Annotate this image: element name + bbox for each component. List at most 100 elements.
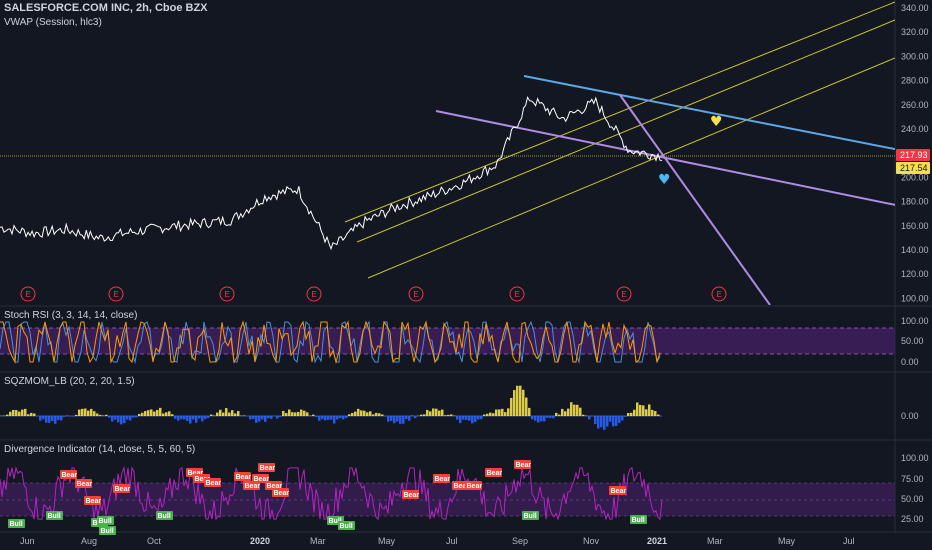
sqz-bar [459, 416, 462, 424]
sqz-bar [201, 416, 204, 422]
bear-label[interactable] [485, 468, 502, 477]
bear-label[interactable] [234, 472, 251, 481]
sqz-bar [654, 411, 657, 416]
sqz-bar [105, 414, 108, 416]
bear-label[interactable] [60, 470, 77, 479]
earnings-icon[interactable] [509, 286, 525, 302]
bull-label[interactable] [522, 511, 539, 520]
sqz-bar [123, 416, 126, 424]
sqz-bar [588, 416, 591, 420]
sqz-bar [435, 408, 438, 416]
bull-label[interactable] [46, 511, 63, 520]
price-axis-label: 280.00 [901, 76, 929, 86]
bear-label-text: Bear [487, 470, 503, 477]
bear-label[interactable] [84, 496, 101, 505]
sqz-bar [141, 412, 144, 416]
sqz-bar [339, 416, 342, 419]
sqzmom-title[interactable]: SQZMOM_LB (20, 2, 20, 1.5) [4, 376, 135, 387]
bear-label[interactable] [514, 460, 531, 469]
sqz-bar [63, 416, 66, 417]
sqz-bar [543, 416, 546, 422]
purple-trend-line[interactable] [435, 110, 925, 211]
sqz-bar [192, 416, 195, 420]
bear-label[interactable] [252, 474, 269, 483]
sqz-bar [465, 416, 468, 420]
bear-label[interactable] [465, 481, 482, 490]
bear-label[interactable] [402, 490, 419, 499]
symbol-title[interactable]: SALESFORCE.COM INC, 2h, Cboe BZX [4, 2, 208, 14]
bear-label[interactable] [272, 488, 289, 497]
squeeze-momentum-pane[interactable]: SQZMOM_LB (20, 2, 20, 1.5) 0.00 [0, 376, 919, 430]
earnings-icon[interactable] [219, 286, 235, 302]
bear-label-text: Bear [404, 492, 420, 499]
sqz-bar [477, 416, 480, 420]
channel-line-top[interactable] [344, 1, 895, 223]
earnings-icon[interactable] [20, 286, 36, 302]
bear-label[interactable] [243, 481, 260, 490]
channel-line-bottom[interactable] [367, 57, 895, 279]
divergence-labels[interactable]: BearBearBearBearBearBearBearBearBearBear… [8, 460, 647, 535]
sqz-bar [180, 416, 183, 420]
sqz-bar [396, 416, 399, 422]
bear-label[interactable] [609, 486, 626, 495]
sqz-bar [204, 416, 207, 420]
sqz-bar [444, 415, 447, 416]
sqz-bar [255, 416, 258, 423]
bull-label[interactable] [99, 526, 116, 535]
sqz-bar [138, 413, 141, 416]
bear-label-text: Bear [611, 488, 627, 495]
earnings-icon[interactable] [306, 286, 322, 302]
price-line[interactable] [0, 95, 663, 251]
sqz-bar [129, 416, 132, 421]
earnings-icon[interactable] [108, 286, 124, 302]
bull-label-text: Bull [101, 528, 114, 535]
sqz-bar [336, 416, 339, 420]
bear-label[interactable] [258, 463, 275, 472]
earnings-label: E [622, 290, 627, 299]
time-axis-label: 2021 [647, 536, 667, 546]
sqz-bar [540, 416, 543, 422]
earnings-icon[interactable] [616, 286, 632, 302]
vwap-indicator-title[interactable]: VWAP (Session, hlc3) [4, 17, 102, 28]
bear-label[interactable] [75, 479, 92, 488]
sqz-histogram[interactable] [0, 385, 663, 430]
sqz-bar [207, 416, 210, 418]
sqz-bar [342, 416, 345, 420]
divergence-title[interactable]: Divergence Indicator (14, close, 5, 5, 6… [4, 444, 195, 455]
bear-label[interactable] [204, 478, 221, 487]
stoch-rsi-title[interactable]: Stoch RSI (3, 3, 14, 14, close) [4, 310, 137, 321]
sqz-bar [426, 409, 429, 416]
bear-label[interactable] [265, 481, 282, 490]
sqz-bar [60, 416, 63, 421]
heart-yellow-icon[interactable]: ♥ [710, 114, 723, 130]
price-axis-label: 180.00 [901, 197, 929, 207]
earnings-label: E [717, 290, 722, 299]
sqz-bar [552, 416, 555, 419]
bear-label[interactable] [452, 481, 469, 490]
bull-label[interactable] [97, 516, 114, 525]
earnings-icon[interactable] [408, 286, 424, 302]
sqz-bar [225, 408, 228, 416]
sqz-bar [456, 416, 459, 420]
bull-label[interactable] [630, 515, 647, 524]
bull-label[interactable] [8, 519, 25, 528]
bear-label[interactable] [113, 484, 130, 493]
bear-label[interactable] [433, 474, 450, 483]
bull-label-text: Bull [524, 513, 537, 520]
bull-label[interactable] [156, 511, 173, 520]
heart-blue-icon[interactable]: ♥ [658, 172, 671, 188]
purple-steep-line[interactable] [619, 94, 771, 305]
stoch-rsi-pane[interactable]: Stoch RSI (3, 3, 14, 14, close) 100.00 5… [0, 310, 929, 367]
blue-trend-line[interactable] [523, 75, 925, 155]
channel-line-middle[interactable] [356, 19, 895, 243]
main-pane[interactable]: ♥ ♥ E E E E E E E E [0, 1, 925, 305]
time-axis[interactable]: Jun Aug Oct 2020 Mar May Jul Sep Nov 2021 Mar May Ju… [20, 536, 855, 546]
divergence-pane[interactable]: BearBearBearBearBearBearBearBearBearBear… [0, 444, 929, 535]
sqz-bar [162, 413, 165, 416]
bull-label[interactable] [338, 521, 355, 530]
sqz-bar [603, 416, 606, 430]
stoch-d-line[interactable] [0, 320, 661, 364]
earnings-icon[interactable] [711, 286, 727, 302]
